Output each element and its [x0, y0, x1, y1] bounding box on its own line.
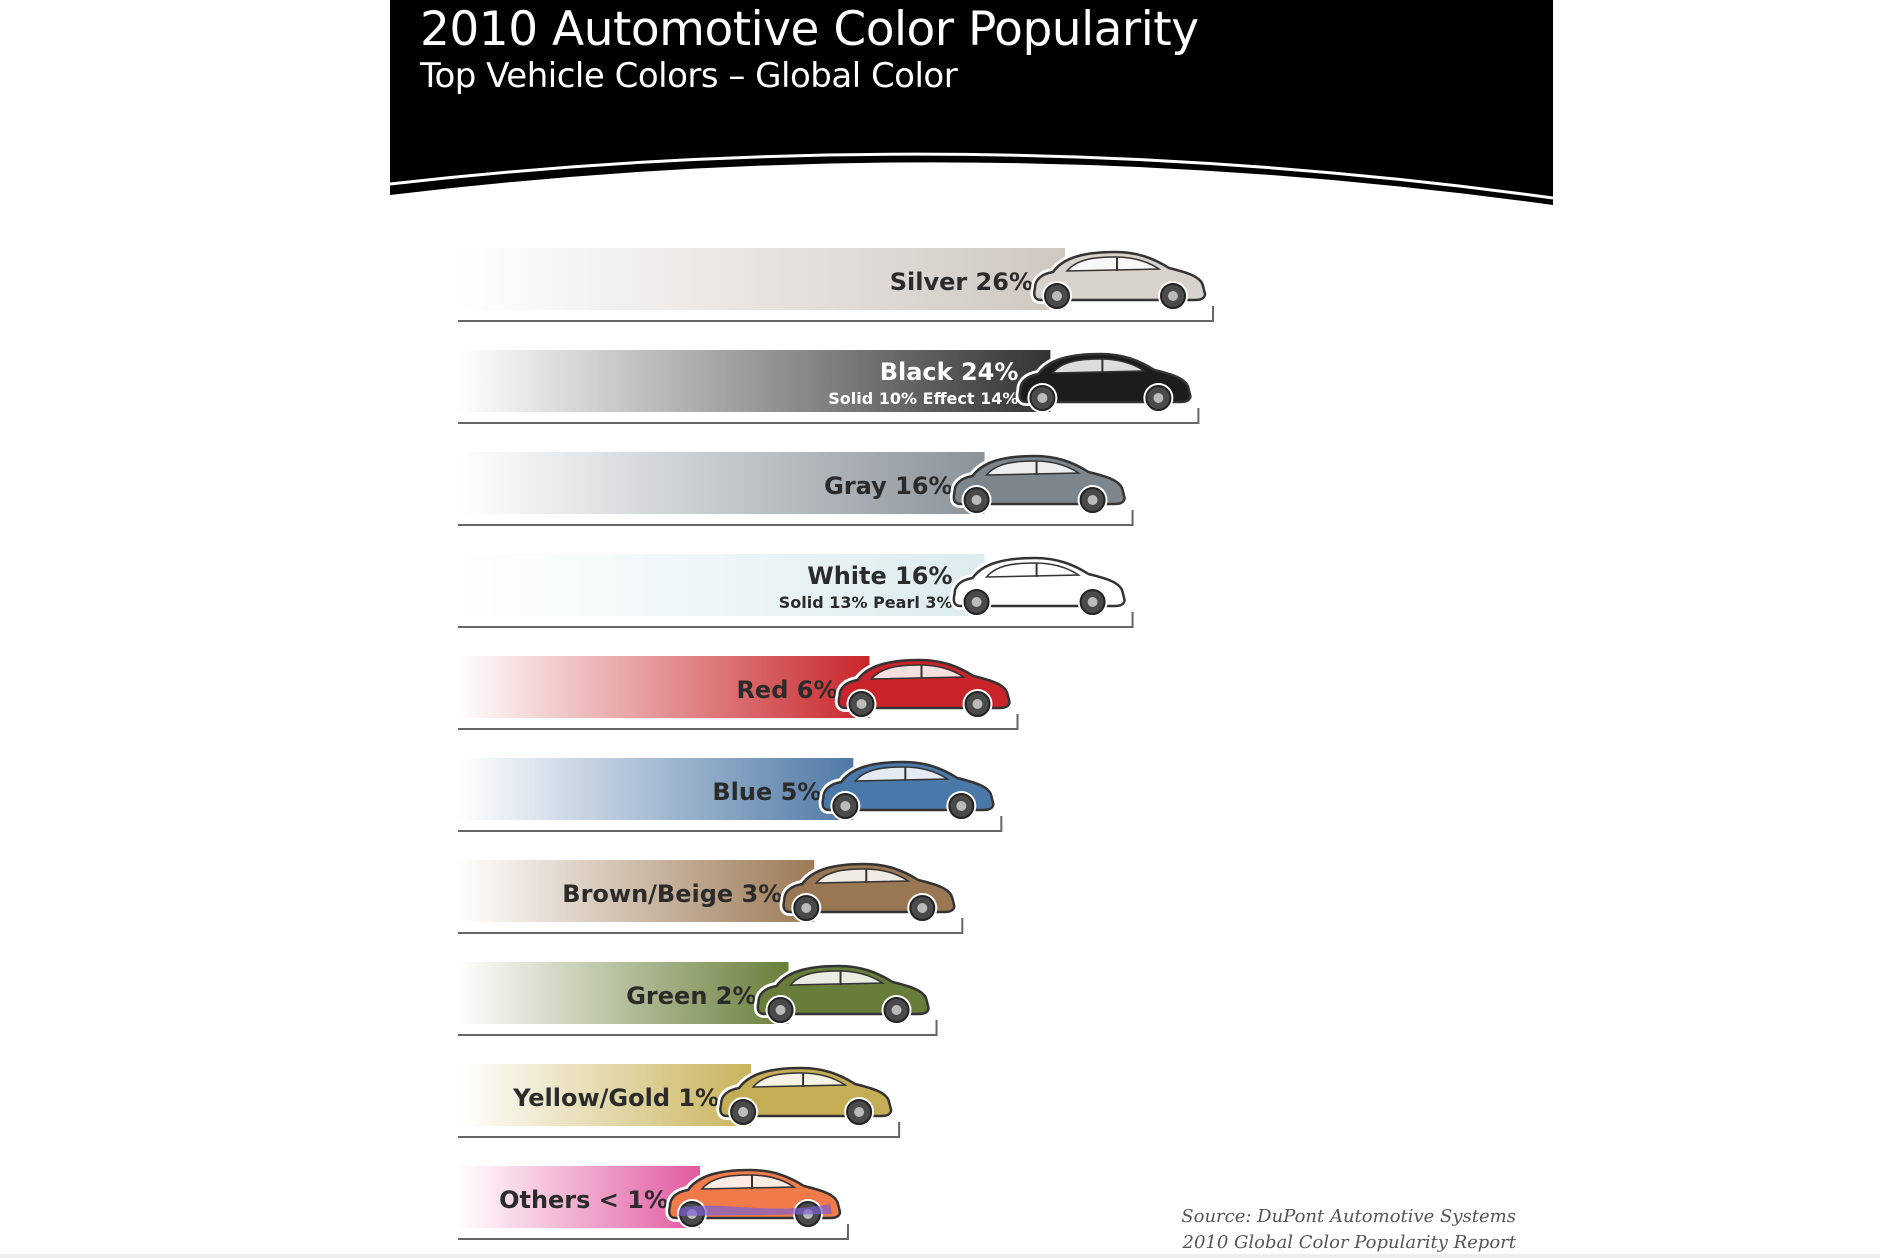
bar-label-yellow-gold: Yellow/Gold 1% — [512, 1084, 719, 1112]
bar-brown-beige — [458, 860, 815, 922]
car-window — [853, 766, 950, 782]
bar-row-green: Green 2% — [458, 962, 938, 1036]
bar-label-green: Green 2% — [626, 982, 756, 1010]
header-background — [390, 0, 1553, 205]
car-stripe — [678, 1204, 832, 1216]
bar-underline-others — [458, 1224, 849, 1240]
bar-black — [458, 350, 1051, 412]
bar-label-gray: Gray 16% — [824, 472, 952, 500]
header-black-band — [390, 0, 1553, 205]
bar-row-gray: Gray 16% — [458, 452, 1134, 526]
car-icon — [716, 1064, 896, 1127]
bar-underline-brown-beige — [458, 918, 964, 934]
car-window — [700, 1174, 797, 1190]
bar-underline-red — [458, 714, 1019, 730]
chart-title: 2010 Automotive Color Popularity — [420, 2, 1199, 57]
bar-label-blue: Blue 5% — [712, 778, 821, 806]
bar-label-others: Others < 1% — [499, 1186, 668, 1214]
bar-underline-white — [458, 612, 1134, 628]
bar-others — [458, 1166, 700, 1228]
bar-underline-black — [458, 408, 1200, 424]
car-icon — [665, 1166, 844, 1229]
bar-row-red: Red 6% — [458, 656, 1019, 730]
car-window — [1050, 358, 1147, 374]
bar-row-yellow-gold: Yellow/Gold 1% — [458, 1064, 901, 1138]
bar-green — [458, 962, 789, 1024]
bar-blue — [458, 758, 854, 820]
car-icon — [1015, 350, 1195, 413]
bar-row-white: White 16% Solid 13% Pearl 3% — [458, 554, 1134, 628]
car-window — [814, 868, 911, 884]
bar-underline-blue — [458, 816, 1003, 832]
bar-sublabel-black: Solid 10% Effect 14% — [828, 389, 1018, 408]
bar-row-others: Others < 1% — [458, 1166, 849, 1240]
source-line-2: 2010 Global Color Popularity Report — [1182, 1232, 1516, 1253]
bar-sublabel-white: Solid 13% Pearl 3% — [779, 593, 953, 612]
bar-row-brown-beige: Brown/Beige 3% — [458, 860, 964, 934]
bar-gray — [458, 452, 985, 514]
bar-yellow-gold — [458, 1064, 752, 1126]
source-line-1: Source: DuPont Automotive Systems — [1181, 1206, 1516, 1227]
bar-label-brown-beige: Brown/Beige 3% — [562, 880, 782, 908]
bar-underline-gray — [458, 510, 1134, 526]
car-icon — [818, 758, 998, 821]
bar-underline-yellow-gold — [458, 1122, 901, 1138]
car-window — [1065, 256, 1162, 272]
bar-label-red: Red 6% — [736, 676, 837, 704]
car-icon — [1030, 248, 1209, 311]
bar-underline-green — [458, 1020, 938, 1036]
bar-row-blue: Blue 5% — [458, 758, 1003, 832]
header-swoosh-line — [390, 152, 1553, 200]
car-icon — [949, 554, 1129, 617]
car-window — [788, 970, 885, 986]
header-banner: 2010 Automotive Color Popularity Top Veh… — [390, 0, 1553, 215]
chart-subtitle: Top Vehicle Colors – Global Color — [420, 56, 958, 96]
bar-label-white: White 16% — [807, 562, 952, 590]
car-window — [869, 664, 966, 680]
bar-label-black: Black 24% — [880, 358, 1019, 386]
car-icon — [779, 860, 959, 923]
car-window — [984, 562, 1081, 578]
bottom-divider — [0, 1254, 1880, 1258]
car-icon — [834, 656, 1014, 719]
car-icon — [753, 962, 933, 1025]
bar-white — [458, 554, 985, 616]
car-window — [751, 1072, 848, 1088]
bar-silver — [458, 248, 1065, 310]
bar-row-black: Black 24% Solid 10% Effect 14% — [458, 350, 1200, 424]
bar-red — [458, 656, 870, 718]
source-note: Source: DuPont Automotive Systems 2010 G… — [1181, 1204, 1516, 1256]
car-icon — [949, 452, 1129, 515]
bar-underline-silver — [458, 306, 1214, 322]
bar-row-silver: Silver 26% — [458, 248, 1214, 322]
bar-label-silver: Silver 26% — [890, 268, 1033, 296]
car-window — [984, 460, 1081, 476]
